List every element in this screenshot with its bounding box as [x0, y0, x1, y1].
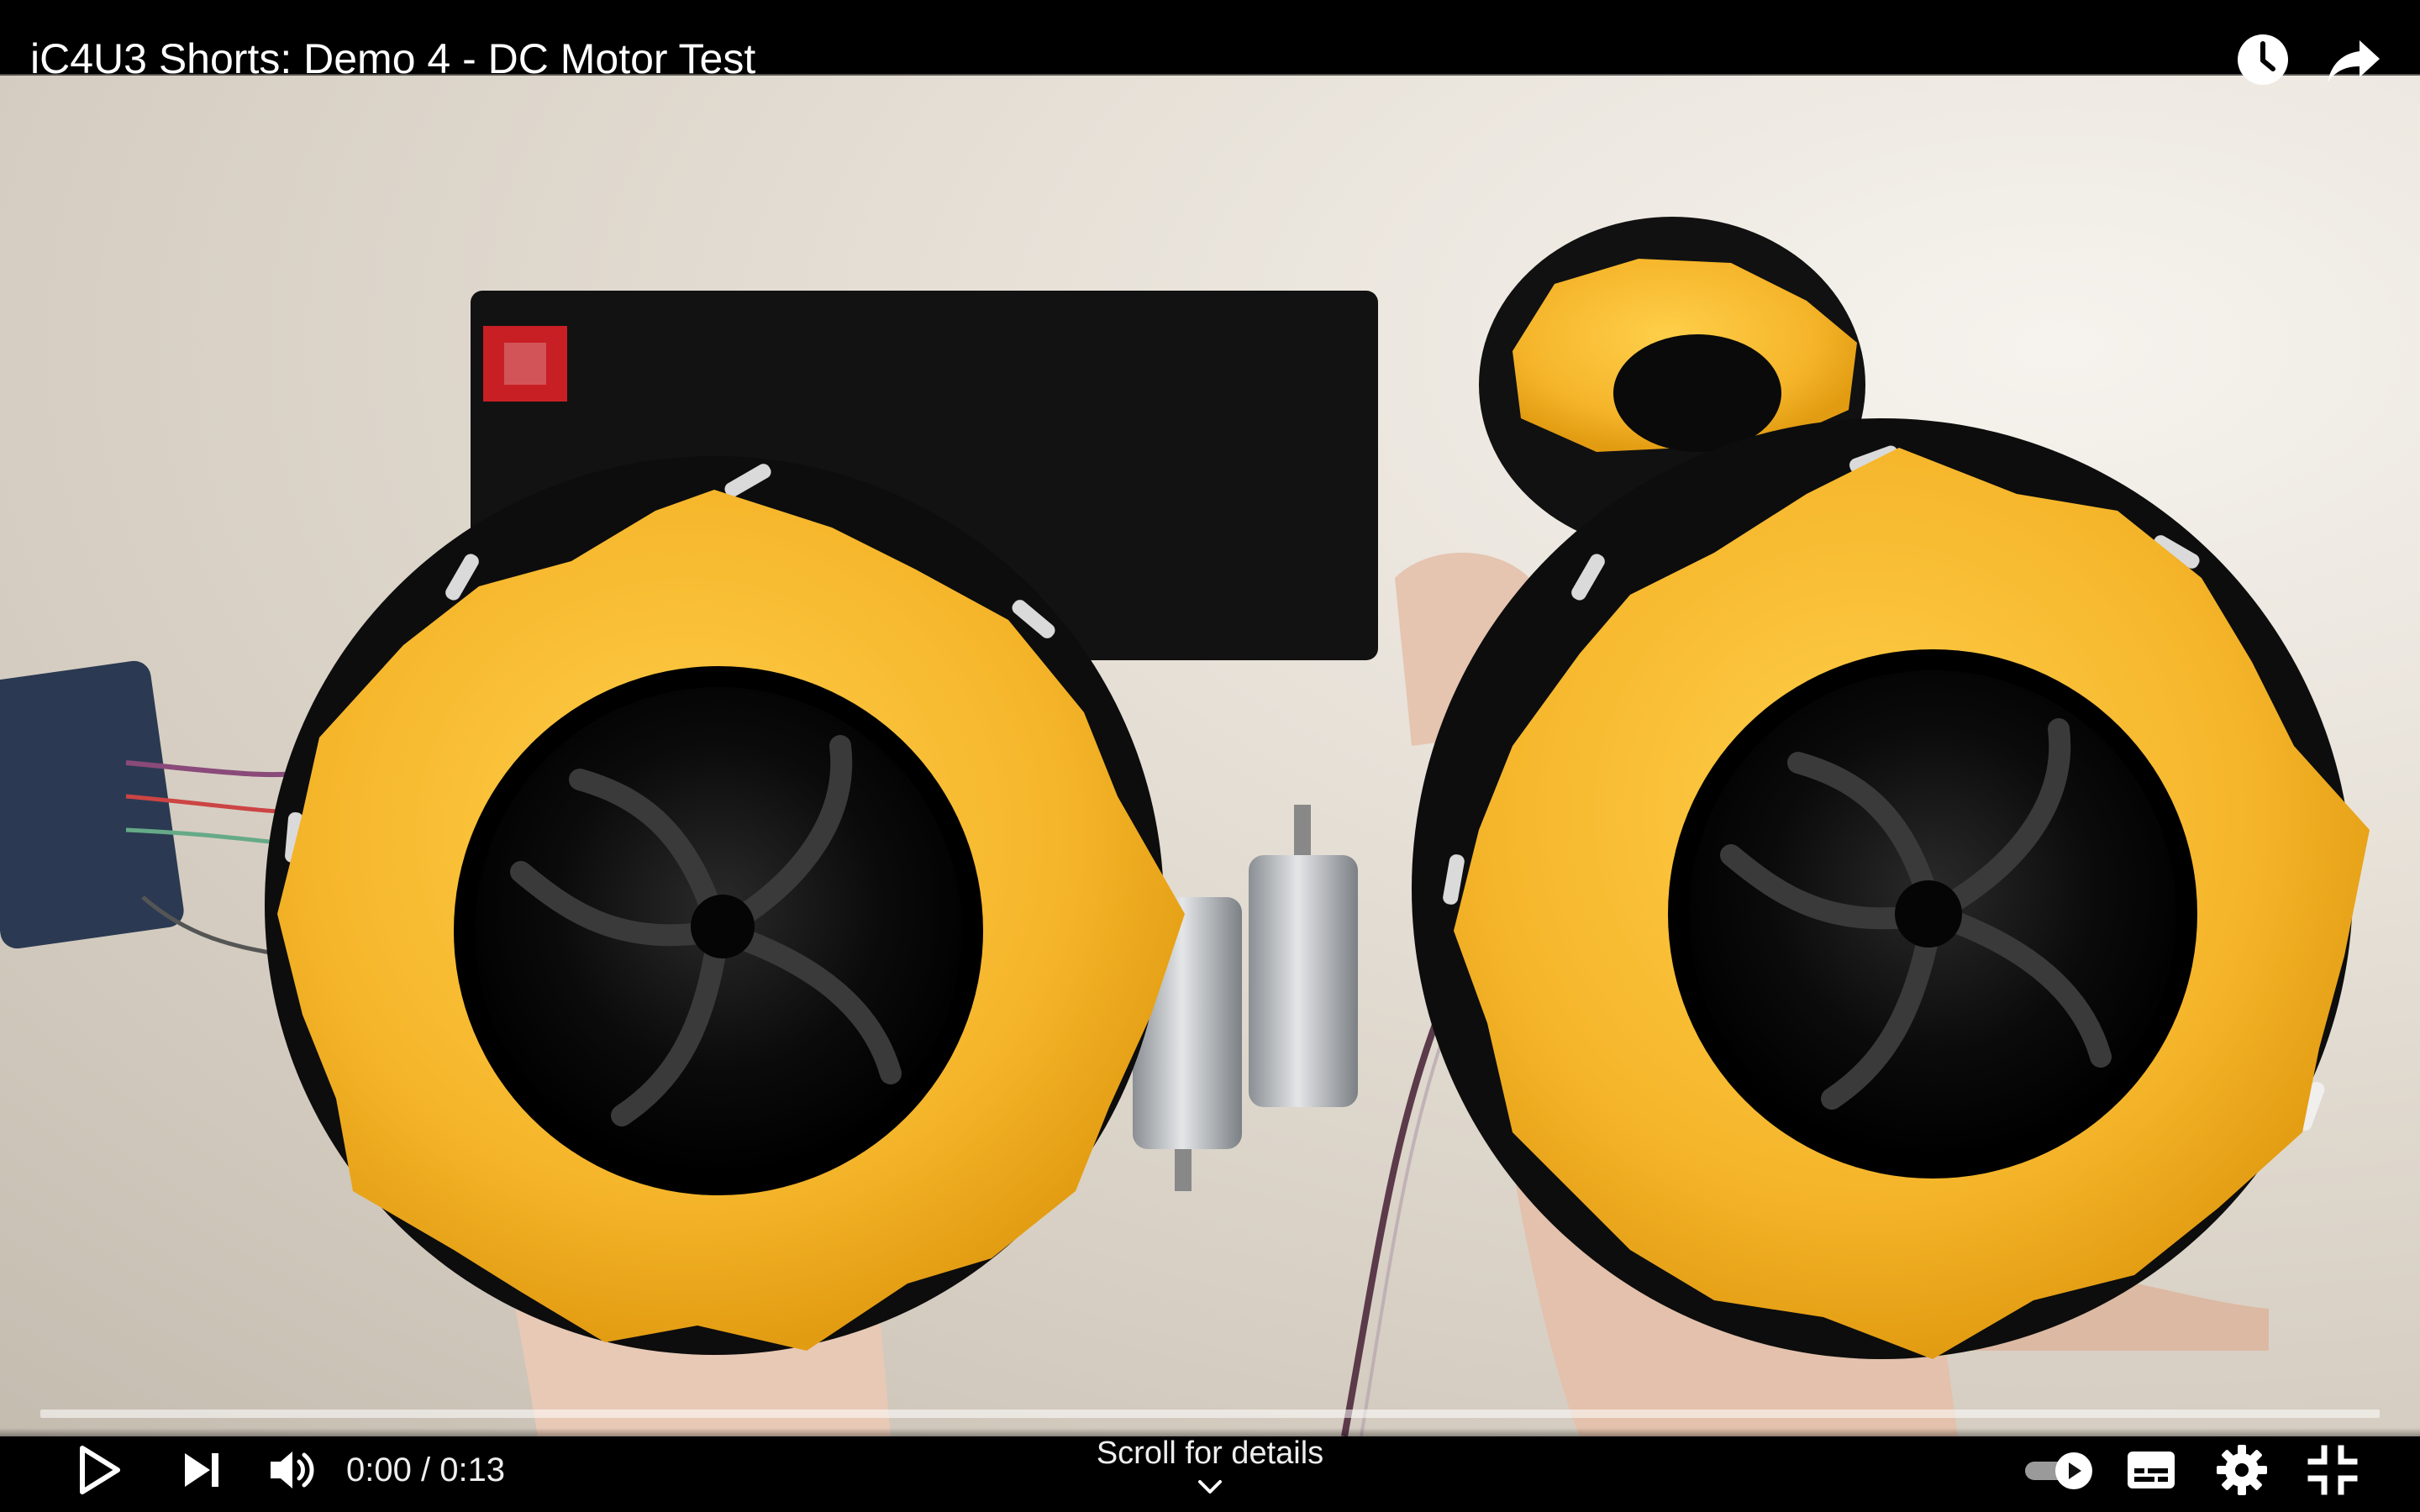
progress-bar[interactable]: [40, 1410, 2380, 1418]
mute-button[interactable]: [257, 1436, 324, 1504]
play-button[interactable]: [64, 1436, 131, 1504]
settings-button[interactable]: [2208, 1436, 2275, 1504]
scroll-for-details[interactable]: Scroll for details: [1096, 1436, 1324, 1471]
breadboard: [0, 660, 184, 949]
autoplay-toggle[interactable]: [2020, 1436, 2104, 1504]
duration: 0:13: [439, 1452, 506, 1488]
current-time: 0:00: [346, 1452, 412, 1488]
exit-fullscreen-button[interactable]: [2299, 1436, 2366, 1504]
share-arrow-icon[interactable]: [2326, 32, 2381, 87]
chevron-down-icon[interactable]: [1193, 1475, 1227, 1500]
autoplay-toggle-icon: [2025, 1452, 2092, 1489]
video-title[interactable]: iC4U3 Shorts: Demo 4 - DC Motor Test: [30, 35, 756, 82]
clock-icon[interactable]: [2235, 32, 2291, 87]
gear-icon: [2217, 1445, 2267, 1495]
player-top-bar: iC4U3 Shorts: Demo 4 - DC Motor Test: [0, 0, 2420, 85]
left-mecanum-wheel: [265, 456, 1185, 1355]
next-video-button[interactable]: [168, 1436, 235, 1504]
subtitles-button[interactable]: [2118, 1436, 2185, 1504]
video-player[interactable]: [0, 74, 2420, 1436]
video-frame-illustration: [0, 217, 2370, 1436]
skip-next-icon: [185, 1453, 218, 1487]
volume-icon: [271, 1452, 314, 1488]
time-display: 0:00 / 0:13: [346, 1446, 505, 1494]
right-mecanum-wheel: [1412, 418, 2370, 1359]
exit-fullscreen-icon: [2307, 1445, 2358, 1495]
dc-motors: [1133, 805, 1455, 1436]
time-separator: /: [411, 1452, 440, 1488]
play-icon: [80, 1446, 120, 1494]
player-controls: [0, 1428, 2420, 1512]
subtitles-icon: [2128, 1452, 2175, 1488]
